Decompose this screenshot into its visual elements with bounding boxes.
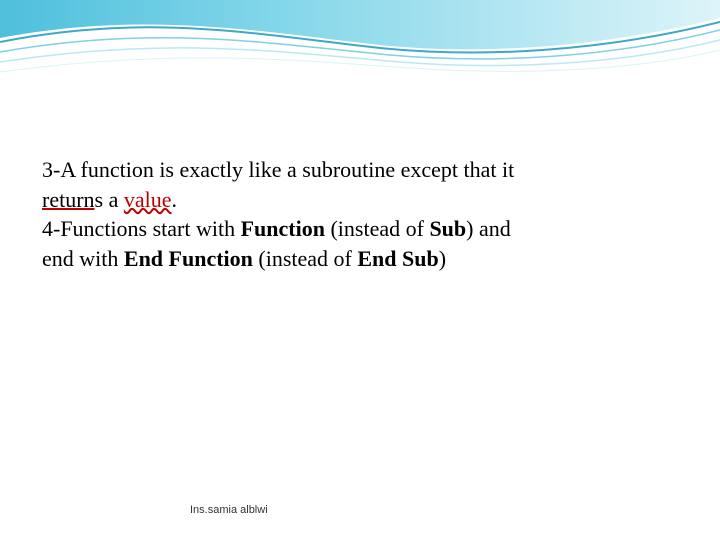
text-segment: 4-Functions start with bbox=[42, 216, 241, 241]
decorative-wave bbox=[0, 0, 720, 110]
text-segment: (instead of bbox=[325, 216, 429, 241]
text-bold-endsub: End Sub bbox=[357, 246, 438, 271]
slide-body: 3-A function is exactly like a subroutin… bbox=[42, 155, 670, 274]
text-segment: s a bbox=[95, 187, 124, 212]
text-underlined: return bbox=[42, 187, 95, 212]
text-segment: ) and bbox=[466, 216, 511, 241]
text-segment: ) bbox=[439, 246, 446, 271]
text-segment: end with bbox=[42, 246, 124, 271]
body-line-2: returns a value. bbox=[42, 185, 670, 215]
body-line-1: 3-A function is exactly like a subroutin… bbox=[42, 155, 670, 185]
text-bold-endfunction: End Function bbox=[124, 246, 253, 271]
text-value-keyword: value bbox=[124, 187, 172, 212]
text-bold-function: Function bbox=[241, 216, 325, 241]
text-bold-sub: Sub bbox=[429, 216, 466, 241]
footer-text: Ins.samia alblwi bbox=[190, 504, 268, 516]
body-line-4: end with End Function (instead of End Su… bbox=[42, 244, 670, 274]
body-line-3: 4-Functions start with Function (instead… bbox=[42, 214, 670, 244]
slide-footer: Ins.samia alblwi bbox=[190, 504, 268, 516]
text-segment: 3-A function is exactly like a subroutin… bbox=[42, 157, 514, 182]
text-segment: . bbox=[172, 187, 178, 212]
text-segment: (instead of bbox=[253, 246, 357, 271]
